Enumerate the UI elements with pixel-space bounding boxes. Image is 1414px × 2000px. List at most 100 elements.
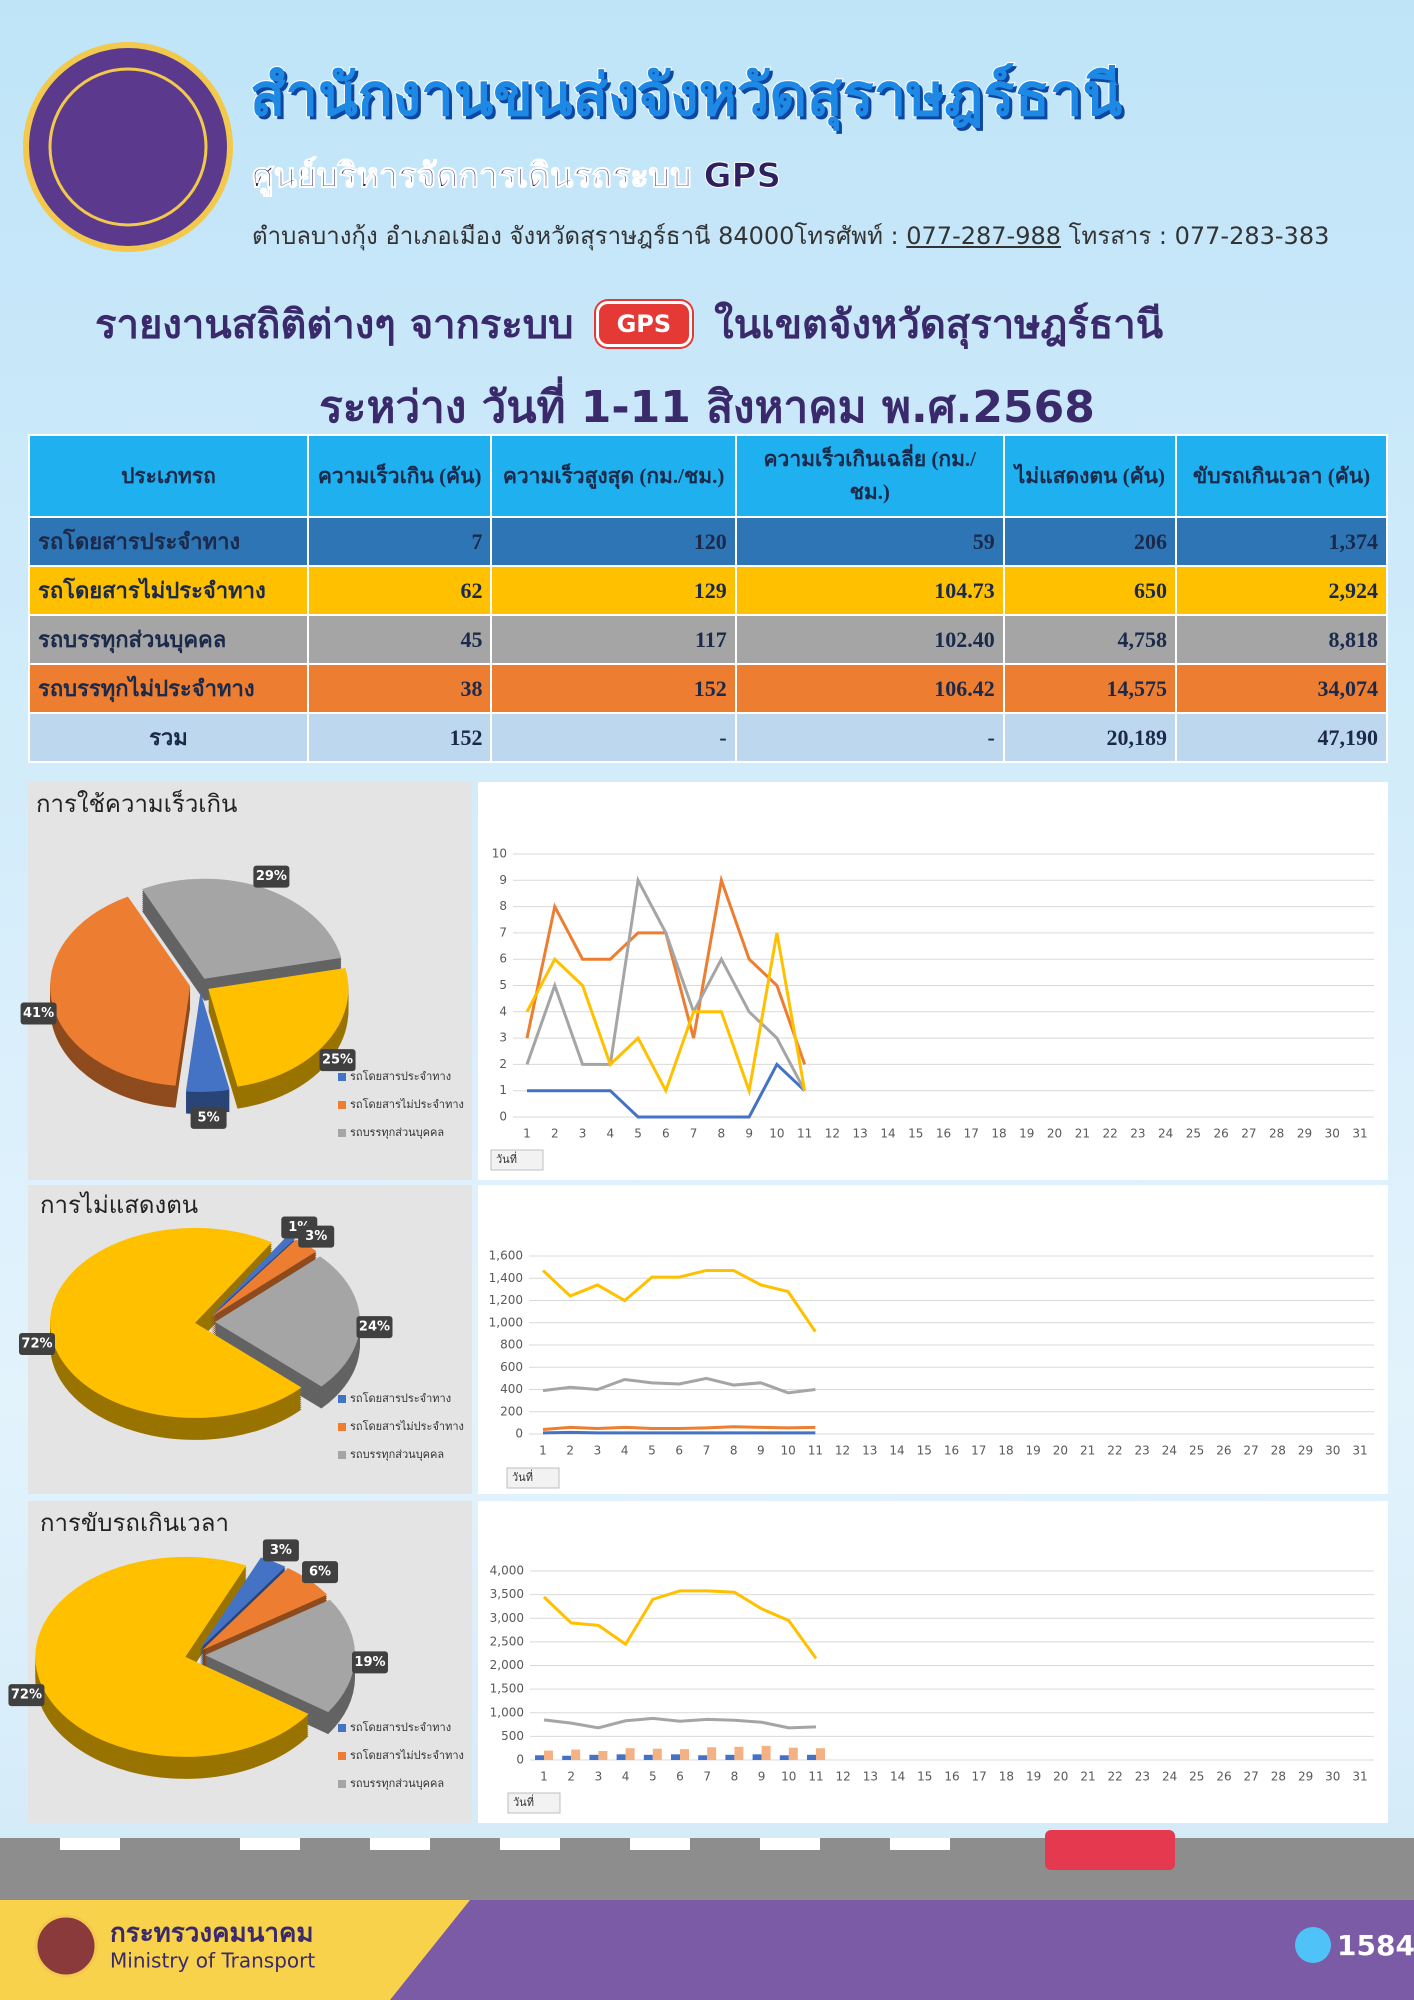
y-tick-label: 0 [516, 1753, 524, 1767]
bar [680, 1749, 689, 1760]
report-title-left: รายงานสถิติต่างๆ จากระบบ [95, 302, 574, 348]
x-tick-label: 23 [1130, 1127, 1145, 1141]
x-tick-label: 2 [551, 1127, 559, 1141]
label-box [20, 1002, 57, 1025]
x-tick-label: 17 [972, 1770, 987, 1784]
x-tick-label: 8 [718, 1127, 726, 1141]
pie-slice [199, 1557, 286, 1649]
label-box [18, 1333, 55, 1356]
header-row: ประเภทรถ ความเร็วเกิน (คัน) ความเร็วสูงสุด… [28, 434, 1388, 518]
legend-swatch [338, 1101, 346, 1109]
x-tick-label: 6 [675, 1444, 683, 1458]
x-tick-label: 28 [1271, 1770, 1286, 1784]
y-tick-label: 3 [499, 1031, 507, 1045]
footer-stripe [0, 1900, 470, 2000]
x-tick-label: 13 [862, 1444, 877, 1458]
table-cell: รวม [28, 712, 309, 763]
table-cell: 1,374 [1175, 516, 1388, 567]
x-tick-label: 31 [1352, 1770, 1367, 1784]
x-tick-label: 16 [936, 1127, 951, 1141]
series-line [525, 875, 806, 1092]
x-axis-label: วันที่ [513, 1794, 534, 1809]
x-tick-label: 28 [1269, 1127, 1284, 1141]
logo [23, 42, 233, 252]
legend-label: รถบรรทุกส่วนบุคคล [350, 1448, 444, 1461]
legend-swatch [338, 1129, 346, 1137]
table-cell: 206 [1002, 516, 1178, 567]
series-line [542, 1376, 816, 1395]
table-cell: 120 [490, 516, 737, 567]
x-tick-label: 19 [1026, 1444, 1041, 1458]
bar [698, 1755, 708, 1760]
x-tick-label: 16 [944, 1444, 959, 1458]
axis-dropdown [507, 1792, 561, 1814]
y-tick-label: 1,500 [490, 1682, 524, 1696]
x-tick-label: 21 [1080, 1770, 1095, 1784]
pie-slice [185, 991, 230, 1092]
x-tick-label: 25 [1186, 1127, 1201, 1141]
x-tick-label: 5 [649, 1770, 657, 1784]
bar [598, 1751, 608, 1760]
y-tick-label: 5 [499, 978, 507, 992]
table-cell: 59 [734, 516, 1005, 567]
gps-badge: GPS [595, 301, 693, 347]
table-cell: 8,818 [1175, 614, 1388, 665]
title: สำนักงานขนส่งจังหวัดสุราษฎร์ธานี [249, 60, 1123, 130]
x-tick-label: 7 [703, 1444, 711, 1458]
x-tick-label: 5 [634, 1127, 642, 1141]
truck [1045, 1830, 1175, 1870]
y-tick-label: 1,200 [489, 1293, 523, 1307]
label-box [262, 1539, 299, 1562]
y-tick-label: 1,600 [489, 1249, 523, 1263]
table-row: รถบรรทุกไม่ประจำทาง 38 152 106.42 14,575 34,0… [28, 663, 1388, 714]
legend-swatch [338, 1724, 346, 1732]
report-title-right: ในเขตจังหวัดสุราษฎร์ธานี [714, 302, 1164, 348]
road-marks [60, 1838, 950, 1850]
x-tick-label: 23 [1134, 1444, 1149, 1458]
y-tick-label: 3,500 [490, 1587, 524, 1601]
table-cell: รถบรรทุกไม่ประจำทาง [28, 663, 309, 714]
bar [671, 1754, 680, 1760]
bar [544, 1750, 553, 1760]
pie-slice [211, 1239, 317, 1317]
x-tick-label: 6 [662, 1127, 670, 1141]
legend-swatch [338, 1073, 346, 1081]
table-cell: 45 [306, 614, 493, 665]
data-label: 19% [354, 1655, 385, 1670]
label-box [356, 1316, 393, 1339]
x-tick-label: 12 [836, 1770, 851, 1784]
x-tick-label: 3 [595, 1770, 603, 1784]
pie-slice [208, 968, 349, 1087]
x-tick-label: 10 [780, 1444, 795, 1458]
x-tick-label: 31 [1352, 1444, 1367, 1458]
bar [752, 1754, 762, 1760]
label-box [190, 1106, 227, 1129]
bar [571, 1749, 581, 1760]
y-tick-label: 0 [515, 1427, 523, 1441]
ministry-en: Ministry of Transport [110, 1949, 315, 1973]
x-tick-label: 26 [1216, 1770, 1231, 1784]
x-tick-label: 29 [1298, 1770, 1313, 1784]
x-tick-label: 15 [917, 1444, 932, 1458]
axis-dropdown [490, 1149, 544, 1171]
legend-label: รถโดยสารประจำทาง [350, 1720, 451, 1734]
table-cell: 62 [306, 565, 493, 616]
legend-swatch [338, 1451, 346, 1459]
x-tick-label: 18 [998, 1444, 1013, 1458]
label-box [298, 1225, 335, 1248]
x-tick-label: 24 [1162, 1770, 1177, 1784]
x-tick-label: 9 [758, 1770, 766, 1784]
bar [625, 1748, 635, 1760]
x-tick-label: 20 [1053, 1444, 1068, 1458]
pie-slice [210, 1235, 295, 1317]
y-tick-label: 600 [500, 1360, 523, 1374]
x-tick-label: 26 [1216, 1444, 1231, 1458]
table-cell: 117 [490, 614, 737, 665]
data-label: 29% [256, 869, 287, 884]
legend-label: รถโดยสารประจำทาง [350, 1069, 451, 1083]
report-title: รายงานสถิติต่างๆ จากระบบ GPS ในเขตจังหวัดส… [95, 292, 1163, 356]
label-box [8, 1684, 45, 1707]
bar [761, 1745, 771, 1760]
y-tick-label: 10 [492, 847, 507, 861]
x-tick-label: 2 [566, 1444, 574, 1458]
